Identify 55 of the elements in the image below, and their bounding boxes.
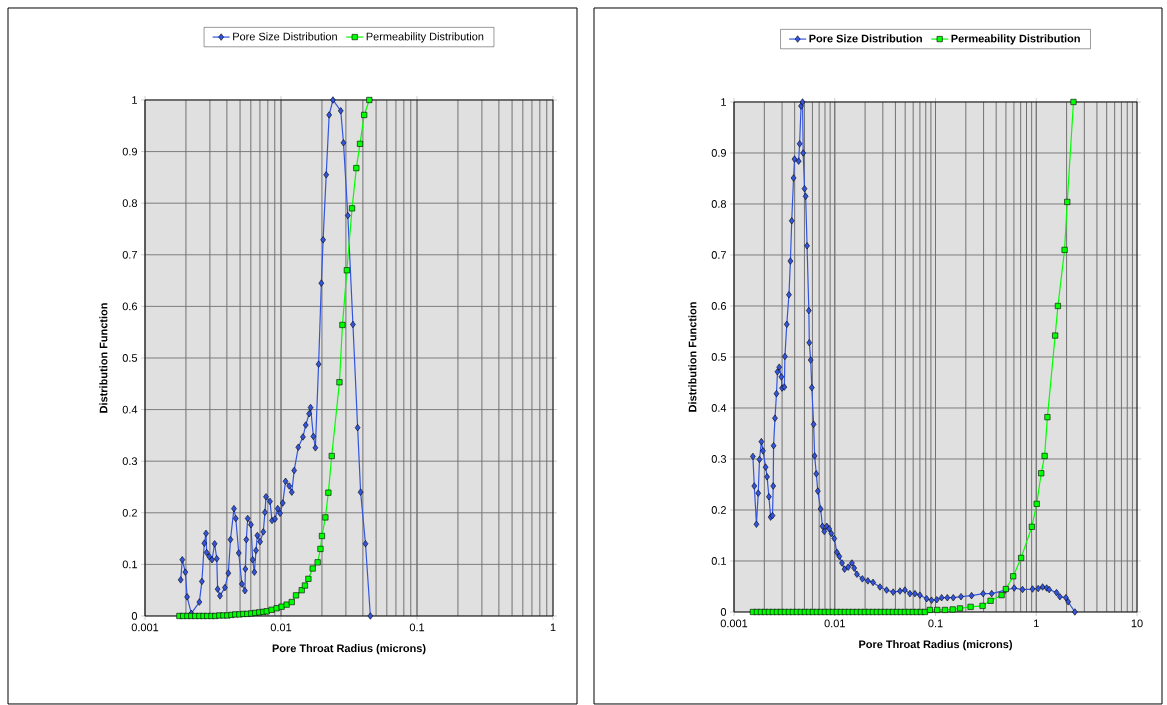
y-tick-label: 0.1	[122, 560, 137, 569]
x-tick-label: 0.1	[409, 623, 425, 632]
point	[318, 533, 325, 539]
y-tick-label: 0	[131, 612, 138, 620]
y-tick-label: 0.4	[711, 404, 727, 412]
y-tick-label: 0.7	[122, 250, 137, 259]
y-tick-label: 0.4	[122, 405, 138, 414]
y-tick-label: 0	[720, 608, 727, 616]
y-tick-label: 0.8	[122, 199, 138, 208]
y-tick-label: 0.5	[711, 353, 727, 361]
y-tick-label: 1	[132, 96, 137, 104]
x-tick-label: 10	[1131, 619, 1143, 628]
point	[343, 267, 350, 274]
y-tick-label: 0.5	[122, 354, 138, 362]
point	[283, 601, 290, 608]
point	[339, 321, 346, 328]
x-tick-label: 0.001	[720, 619, 748, 628]
x-tick-label: 1	[550, 623, 556, 632]
point	[366, 96, 373, 103]
x-tick-label: 0.1	[928, 619, 943, 628]
y-tick-label: 0.7	[711, 251, 726, 259]
point	[317, 545, 324, 552]
y-tick-label: 0.6	[711, 302, 727, 310]
x-axis-title: Pore Throat Radius (microns)	[272, 644, 426, 655]
legend-label: Permeability Distribution	[366, 32, 484, 43]
y-tick-label: 0.8	[711, 200, 727, 208]
point	[278, 603, 285, 610]
y-tick-label: 0.2	[711, 506, 726, 514]
x-tick-label: 0.001	[131, 623, 159, 632]
point	[268, 606, 275, 613]
legend-label: Pore Size Distribution	[809, 34, 922, 43]
point	[336, 379, 343, 386]
x-tick-label: 1	[1034, 619, 1039, 628]
point	[361, 111, 368, 118]
y-tick-label: 1	[721, 98, 726, 106]
y-axis-title: Distribution Function	[688, 302, 697, 412]
point	[288, 599, 295, 606]
legend-label: Permeability Distribution	[951, 34, 1080, 45]
point	[353, 165, 360, 172]
y-tick-label: 0.1	[711, 557, 726, 565]
x-tick-label: 0.01	[270, 623, 292, 632]
y-axis-title: Distribution Function	[99, 303, 108, 413]
x-tick-label: 0.01	[824, 619, 845, 628]
x-axis-title: Pore Throat Radius (microns)	[859, 640, 1012, 651]
y-tick-label: 0.3	[711, 455, 727, 463]
y-tick-label: 0.9	[711, 149, 726, 157]
point	[273, 605, 280, 612]
point	[357, 140, 364, 147]
y-tick-label: 0.9	[122, 147, 137, 156]
y-tick-label: 0.3	[122, 457, 138, 466]
point	[322, 514, 329, 521]
point	[349, 205, 356, 212]
y-tick-label: 0.2	[122, 508, 137, 517]
legend-label: Pore Size Distribution	[233, 32, 337, 41]
y-tick-label: 0.6	[122, 302, 138, 311]
